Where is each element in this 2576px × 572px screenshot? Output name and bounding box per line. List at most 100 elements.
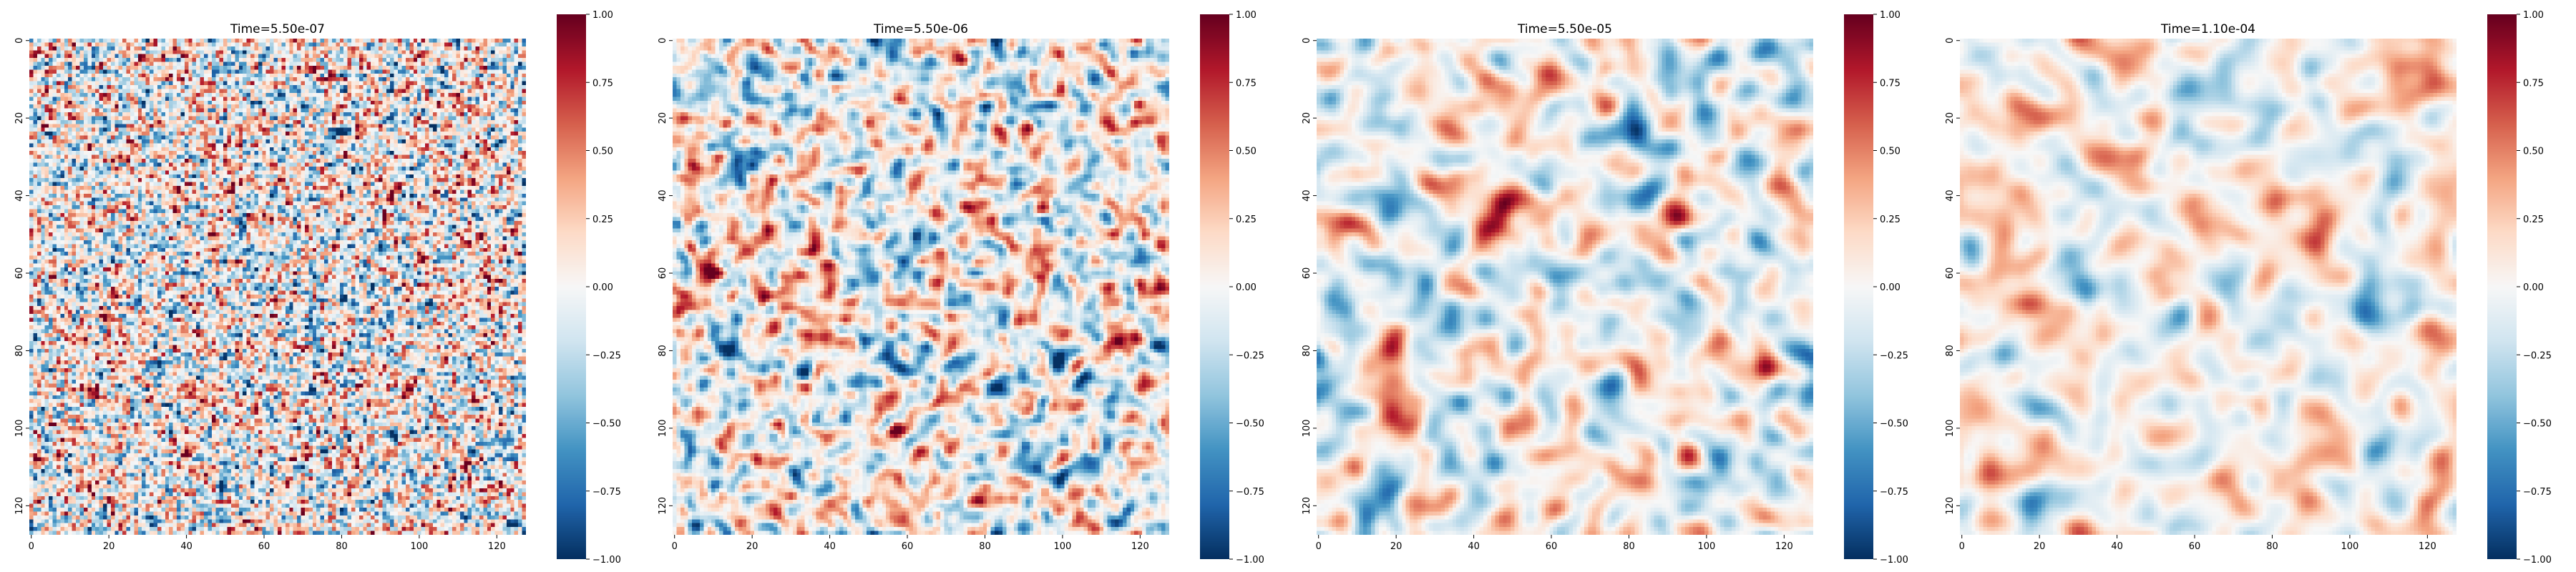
x-tick-label: 20 <box>103 541 115 552</box>
y-tick-label: 40 <box>658 189 668 202</box>
y-tick-label: 60 <box>14 267 25 280</box>
y-tick-label: 0 <box>658 38 668 44</box>
x-tick-label: 120 <box>2419 541 2436 552</box>
y-tick-label: 100 <box>658 419 668 437</box>
y-tick-label: 20 <box>1945 112 1956 124</box>
x-tick-label: 20 <box>2034 541 2046 552</box>
heatmap-cells <box>673 39 1169 535</box>
y-tick-label: 120 <box>1302 497 1312 515</box>
colorbar-tick-label: −1.00 <box>1880 555 1908 566</box>
colorbar-tick-label: −0.25 <box>1880 350 1908 361</box>
panel-title: Time=1.10e-04 <box>2160 22 2255 36</box>
heatmap-cells <box>1960 39 2457 535</box>
colorbar-tick-label: 0.25 <box>2523 214 2544 225</box>
panel-title: Time=5.50e-05 <box>1517 22 1612 36</box>
colorbar: 1.00 0.75 0.50 0.25 0.00 −0.25 −0.50 −0.75 −1.00 <box>1844 10 1908 566</box>
x-tick-label: 120 <box>1131 541 1149 552</box>
colorbar-gradient <box>1200 14 1229 559</box>
colorbar-tick-label: 0.00 <box>1236 282 1257 293</box>
colorbar-tick-label: 0.75 <box>1236 78 1257 89</box>
colorbar-gradient <box>1844 14 1873 559</box>
colorbar-tick-label: −0.75 <box>2523 487 2552 498</box>
colorbar-tick-label: 0.25 <box>1880 214 1901 225</box>
x-tick-label: 0 <box>1959 541 1965 552</box>
y-tick-label: 120 <box>658 497 668 515</box>
colorbar-tick-label: −0.50 <box>592 419 621 430</box>
colorbar-tick-label: 0.00 <box>2523 282 2544 293</box>
x-tick-label: 80 <box>1623 541 1635 552</box>
colorbar: 1.00 0.75 0.50 0.25 0.00 −0.25 −0.50 −0.75 −1.00 <box>1200 10 1264 566</box>
panel-title: Time=5.50e-06 <box>873 22 968 36</box>
heatmap-panel-3: Time=5.50e-05 0 20 40 60 80 100 120 0 20 40 60 80 100… <box>1302 10 1908 566</box>
colorbar-tick-label: 0.50 <box>592 147 613 157</box>
panel-title: Time=5.50e-07 <box>230 22 325 36</box>
colorbar-tick-label: −1.00 <box>2523 555 2552 566</box>
colorbar-tick-label: −1.00 <box>592 555 621 566</box>
y-tick-label: 0 <box>1302 38 1312 44</box>
y-tick-label: 100 <box>1302 419 1312 437</box>
heatmap-panel-1: Time=5.50e-07 0 20 40 60 80 100 120 0 20 40 60 80 100… <box>14 10 621 566</box>
y-tick-label: 40 <box>1302 189 1312 202</box>
y-tick-label: 20 <box>658 112 668 124</box>
x-tick-label: 20 <box>746 541 758 552</box>
y-tick-label: 80 <box>1945 345 1956 357</box>
y-tick-label: 120 <box>1945 497 1956 515</box>
colorbar-tick-label: 1.00 <box>592 10 613 21</box>
x-tick-label: 0 <box>672 541 678 552</box>
colorbar-tick-label: −0.25 <box>1236 350 1264 361</box>
x-tick-label: 100 <box>1053 541 1071 552</box>
y-tick-label: 80 <box>658 345 668 357</box>
x-tick-label: 40 <box>2111 541 2123 552</box>
colorbar-gradient <box>557 14 586 559</box>
x-tick-label: 0 <box>29 541 34 552</box>
x-tick-label: 80 <box>979 541 991 552</box>
colorbar-tick-label: −0.75 <box>592 487 621 498</box>
x-tick-label: 40 <box>824 541 836 552</box>
colorbar-tick-label: 0.00 <box>592 282 613 293</box>
x-tick-label: 120 <box>488 541 506 552</box>
heatmap-cells <box>29 39 526 535</box>
colorbar-tick-label: −0.50 <box>1880 419 1908 430</box>
colorbar-tick-label: −0.25 <box>592 350 621 361</box>
colorbar-tick-label: 0.50 <box>1880 147 1901 157</box>
y-tick-label: 80 <box>14 345 25 357</box>
colorbar-gradient <box>2487 14 2517 559</box>
y-tick-label: 60 <box>1945 267 1956 280</box>
colorbar-tick-label: −0.50 <box>1236 419 1264 430</box>
y-tick-label: 60 <box>658 267 668 280</box>
colorbar-tick-label: 0.50 <box>2523 147 2544 157</box>
colorbar: 1.00 0.75 0.50 0.25 0.00 −0.25 −0.50 −0.75 −1.00 <box>557 10 621 566</box>
colorbar-tick-label: 0.50 <box>1236 147 1257 157</box>
colorbar-tick-label: 0.75 <box>2523 78 2544 89</box>
y-tick-label: 40 <box>14 189 25 202</box>
colorbar-tick-label: 0.75 <box>1880 78 1901 89</box>
x-tick-label: 40 <box>1468 541 1480 552</box>
y-tick-label: 120 <box>14 497 25 515</box>
y-tick-label: 100 <box>1945 419 1956 437</box>
heatmap-panel-4: Time=1.10e-04 0 20 40 60 80 100 120 0 20 40 60 80 100… <box>1945 10 2552 566</box>
x-tick-label: 80 <box>2266 541 2278 552</box>
x-tick-label: 0 <box>1316 541 1322 552</box>
y-tick-label: 60 <box>1302 267 1312 280</box>
x-tick-label: 100 <box>410 541 428 552</box>
colorbar: 1.00 0.75 0.50 0.25 0.00 −0.25 −0.50 −0.75 −1.00 <box>2487 10 2552 566</box>
y-tick-label: 80 <box>1302 345 1312 357</box>
x-tick-label: 100 <box>1697 541 1715 552</box>
x-tick-label: 120 <box>1775 541 1793 552</box>
x-tick-label: 100 <box>2341 541 2358 552</box>
colorbar-tick-label: −1.00 <box>1236 555 1264 566</box>
heatmap-cells <box>1317 39 1813 535</box>
x-tick-label: 80 <box>336 541 348 552</box>
colorbar-tick-label: −0.75 <box>1880 487 1908 498</box>
colorbar-tick-label: 1.00 <box>2523 10 2544 21</box>
x-tick-label: 60 <box>1546 541 1558 552</box>
colorbar-tick-label: 0.00 <box>1880 282 1901 293</box>
colorbar-tick-label: −0.25 <box>2523 350 2552 361</box>
x-tick-label: 60 <box>2189 541 2201 552</box>
colorbar-tick-label: −0.50 <box>2523 419 2552 430</box>
y-tick-label: 20 <box>14 112 25 124</box>
x-tick-label: 60 <box>258 541 270 552</box>
x-tick-label: 40 <box>180 541 192 552</box>
colorbar-tick-label: 1.00 <box>1880 10 1901 21</box>
